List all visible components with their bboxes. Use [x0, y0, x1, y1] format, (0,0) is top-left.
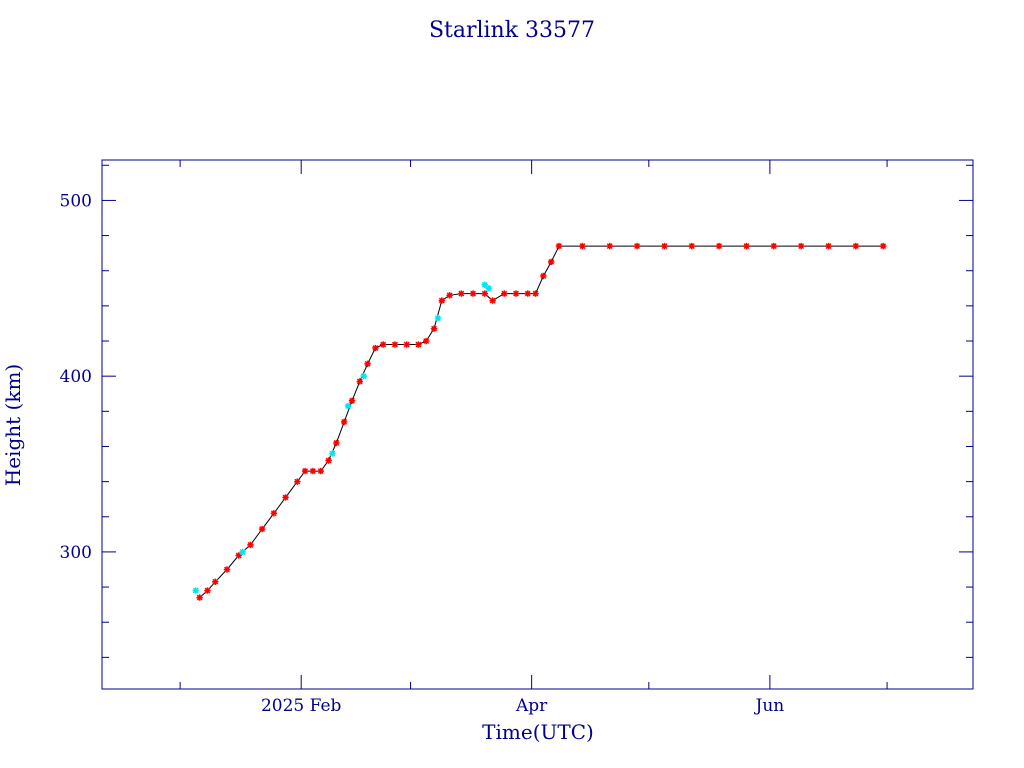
data-point: [852, 242, 860, 250]
x-axis-label: Time(UTC): [482, 720, 594, 744]
data-point: [555, 242, 563, 250]
data-point: [825, 242, 832, 250]
data-point: [489, 297, 496, 304]
data-point: [422, 337, 430, 345]
data-point: [879, 242, 887, 250]
data-point: [333, 439, 340, 447]
data-point: [301, 467, 309, 475]
data-point: [309, 467, 317, 475]
data-point: [743, 242, 750, 250]
data-point: [270, 510, 278, 517]
data-point-secondary: [192, 587, 199, 594]
data-point: [348, 397, 356, 404]
y-tick-label: 400: [60, 367, 92, 387]
data-point: [235, 552, 242, 559]
data-point: [661, 242, 668, 250]
data-point: [540, 272, 547, 280]
data-point: [501, 290, 508, 297]
data-point: [247, 541, 254, 549]
data-point-secondary: [329, 450, 336, 457]
axis-ticks: [102, 160, 973, 689]
data-point: [547, 258, 555, 266]
data-point: [532, 290, 539, 297]
data-point: [512, 290, 520, 297]
data-point: [294, 478, 301, 485]
data-point-secondary: [239, 548, 246, 556]
data-point: [579, 242, 586, 250]
data-point: [633, 242, 641, 250]
data-point-secondary: [481, 281, 488, 288]
data-point-secondary: [485, 285, 492, 292]
x-tick-label: Apr: [515, 696, 548, 716]
plot-frame: [101, 159, 974, 690]
data-point: [282, 494, 289, 501]
data-point: [380, 341, 387, 348]
y-tick-label: 500: [60, 191, 92, 211]
data-point: [797, 242, 805, 250]
height-trace-line: [199, 245, 884, 598]
data-point: [481, 290, 488, 297]
data-point: [606, 242, 613, 250]
data-point: [438, 297, 446, 304]
data-point: [415, 341, 422, 348]
data-points: [192, 242, 887, 601]
y-axis-label: Height (km): [1, 364, 25, 486]
data-point: [770, 242, 778, 250]
data-point: [340, 418, 348, 426]
data-point: [688, 242, 695, 250]
x-tick-label: Jun: [754, 696, 785, 716]
axis-tick-labels: 300 400 500 2025 Feb Apr Jun: [60, 191, 785, 716]
data-point: [212, 578, 219, 585]
data-point: [715, 242, 723, 250]
y-tick-label: 300: [60, 543, 92, 563]
data-point: [258, 525, 266, 533]
data-point: [223, 566, 231, 573]
data-point: [317, 467, 324, 475]
data-point: [204, 587, 211, 594]
data-point: [469, 290, 477, 297]
data-point-secondary: [434, 314, 442, 322]
data-point: [446, 292, 453, 299]
data-point: [196, 594, 203, 601]
data-point: [524, 290, 531, 297]
data-point: [403, 341, 410, 348]
data-point-secondary: [360, 372, 367, 380]
x-tick-label: 2025 Feb: [261, 696, 342, 716]
data-point: [430, 325, 438, 332]
data-point: [372, 344, 379, 352]
data-point: [325, 457, 332, 464]
data-point: [458, 290, 465, 297]
data-point: [391, 341, 399, 348]
chart-title: Starlink 33577: [429, 18, 595, 43]
data-point: [364, 360, 371, 368]
data-point: [356, 378, 363, 385]
data-point-secondary: [344, 402, 352, 410]
